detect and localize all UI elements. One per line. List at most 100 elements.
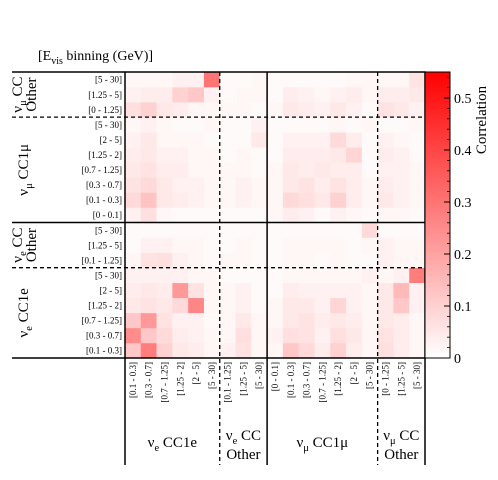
y-tick-label: [2 - 5] — [100, 285, 123, 295]
heatmap-cell — [251, 132, 268, 148]
heatmap-cell — [203, 87, 221, 103]
heatmap-cell — [298, 102, 315, 118]
heatmap-cell — [361, 72, 378, 88]
heatmap-cell — [188, 162, 205, 178]
heatmap-cell — [203, 162, 221, 178]
heatmap-cell — [203, 282, 221, 299]
heatmap-cell — [125, 327, 142, 344]
heatmap-cell — [282, 312, 299, 329]
heatmap-cell — [203, 222, 221, 238]
x-tick-label: [0.3 - 0.7] — [144, 362, 154, 398]
heatmap-cell — [377, 327, 394, 344]
heatmap-cell — [314, 312, 331, 329]
heatmap-cell — [125, 267, 142, 284]
y-tick-label: [5 - 30] — [95, 270, 122, 280]
heatmap-cell — [125, 132, 142, 148]
heatmap-cell — [251, 192, 268, 208]
heatmap-cell — [156, 282, 173, 299]
heatmap-cell — [140, 87, 157, 103]
heatmap-cell — [377, 132, 394, 148]
x-tick-label: [0.1 - 1.25] — [223, 362, 233, 403]
y-tick-label: [0.3 - 0.7] — [86, 331, 122, 341]
group-label-line: νμ CC — [10, 76, 29, 112]
heatmap-cell — [125, 237, 142, 253]
heatmap-cell — [282, 147, 299, 163]
heatmap-cell — [282, 327, 299, 344]
heatmap-cell — [235, 72, 252, 88]
matrix-frame — [12, 71, 426, 465]
heatmap-cell — [314, 327, 331, 344]
heatmap-cell — [156, 117, 173, 133]
heatmap-cell — [282, 162, 299, 178]
group-label-line: νμ CC1μ — [296, 435, 348, 454]
heatmap-cell — [156, 162, 173, 178]
heatmap-cell — [361, 312, 378, 329]
group-label-line: νe CC — [226, 428, 261, 447]
heatmap-cell — [330, 237, 347, 253]
group-label-line: Other — [24, 77, 40, 111]
heatmap-cell — [330, 267, 347, 284]
heatmap-cell — [409, 192, 426, 208]
heatmap-cell — [361, 177, 378, 193]
heatmap-cell — [251, 282, 268, 299]
heatmap-cell — [156, 102, 173, 118]
heatmap-cell — [346, 222, 363, 238]
heatmap-cell — [251, 207, 268, 223]
x-tick-label: [5 - 30] — [207, 362, 217, 389]
heatmap-cell — [409, 87, 426, 103]
heatmap-cell — [330, 147, 347, 163]
heatmap-cell — [330, 297, 347, 314]
heatmap-cell — [172, 222, 189, 238]
heatmap-cell — [393, 297, 410, 314]
heatmap-cell — [267, 297, 284, 314]
heatmap-cell — [393, 147, 410, 163]
heatmap-cell — [125, 177, 142, 193]
heatmap-cell — [267, 192, 284, 208]
heatmap-cell — [282, 72, 299, 88]
heatmap-cell — [203, 342, 221, 359]
heatmap-cell — [156, 147, 173, 163]
heatmap-cell — [298, 117, 315, 133]
heatmap-cell — [125, 102, 142, 118]
heatmap-cell — [156, 132, 173, 148]
heatmap-cell — [330, 177, 347, 193]
y-tick-label: [0.3 - 0.7] — [86, 180, 122, 190]
heatmap-cell — [172, 252, 189, 268]
heatmap-cell — [203, 192, 221, 208]
heatmap-cell — [282, 87, 299, 103]
heatmap-cell — [361, 267, 378, 284]
x-tick-label: [1.25 - 5] — [238, 362, 248, 396]
heatmap-cell — [125, 147, 142, 163]
heatmap-cell — [314, 207, 331, 223]
heatmap-cell — [361, 207, 378, 223]
heatmap-cell — [393, 177, 410, 193]
y-tick-label: [5 - 30] — [95, 225, 122, 235]
heatmap-cell — [393, 72, 410, 88]
heatmap-cell — [219, 207, 236, 223]
heatmap-cell — [172, 282, 189, 299]
heatmap-cell — [330, 192, 347, 208]
heatmap-cell — [172, 312, 189, 329]
heatmap-cell — [188, 177, 205, 193]
heatmap-cell — [409, 252, 426, 268]
heatmap-cell — [235, 117, 252, 133]
heatmap-cell — [267, 87, 284, 103]
heatmap-cell — [298, 177, 315, 193]
heatmap-cell — [140, 177, 157, 193]
heatmap-cell — [235, 297, 252, 314]
heatmap-cell — [156, 192, 173, 208]
heatmap-cell — [156, 297, 173, 314]
heatmap-cell — [346, 177, 363, 193]
x-tick-label: [0 - 0.1] — [270, 362, 280, 391]
heatmap-cell — [267, 72, 284, 88]
colorbar: 0 0.1 0.2 0.3 0.4 0.5 Correlation — [424, 71, 490, 367]
heatmap-cell — [235, 177, 252, 193]
heatmap-cell — [219, 252, 236, 268]
heatmap-cell — [251, 312, 268, 329]
heatmap-cell — [267, 102, 284, 118]
heatmap-cell — [203, 267, 221, 284]
heatmap-cell — [314, 87, 331, 103]
heatmap-cell — [203, 102, 221, 118]
heatmap-cell — [156, 327, 173, 344]
